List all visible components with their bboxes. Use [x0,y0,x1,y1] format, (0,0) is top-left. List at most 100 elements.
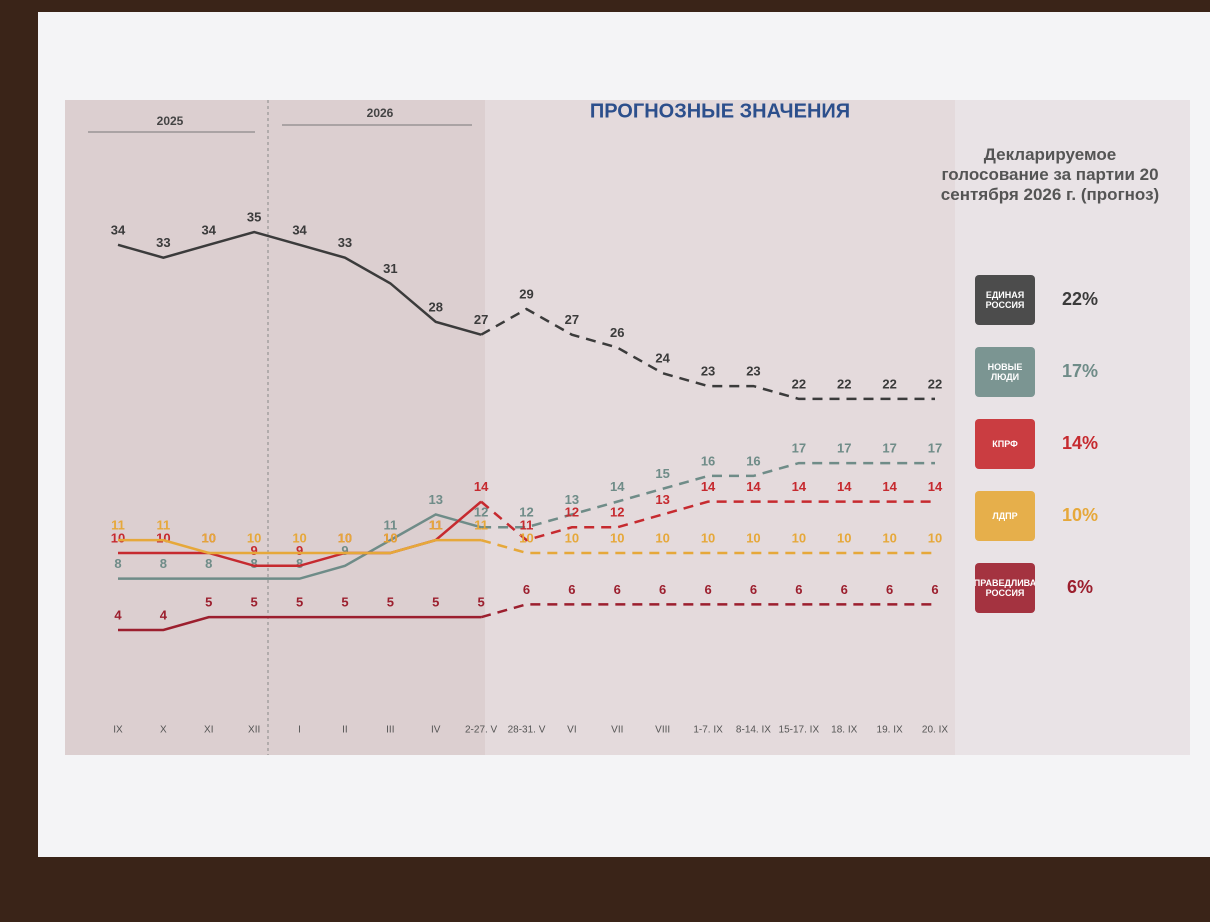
party-name: НОВЫЕ ЛЮДИ [975,362,1035,382]
data-label: 5 [296,595,303,610]
data-label: 11 [157,518,171,533]
x-tick-label: IX [113,725,123,736]
x-tick-label: VII [611,725,623,736]
x-tick-label: 15-17. IX [779,725,820,736]
data-label: 10 [338,530,352,545]
data-label: 9 [251,543,258,558]
data-label: 6 [568,582,575,597]
data-label: 14 [837,479,852,494]
data-label: 10 [655,530,669,545]
data-label: 12 [565,505,579,520]
party-name-box: КПРФ [975,419,1035,469]
x-tick-label: XI [204,725,213,736]
x-tick-label: I [298,725,301,736]
data-label: 6 [704,582,711,597]
data-label: 12 [610,505,624,520]
x-tick-label: 1-7. IX [693,725,723,736]
x-tick-label: III [386,725,394,736]
data-label: 13 [428,492,442,507]
data-label: 22 [882,376,896,391]
data-label: 5 [251,595,258,610]
data-label: 6 [523,582,530,597]
year-label: 2026 [367,106,394,120]
data-label: 14 [701,479,716,494]
x-tick-label: IV [431,725,441,736]
data-label: 9 [341,543,348,558]
data-label: 27 [565,312,579,327]
legend-title-box: Декларируемое голосование за партии 20 с… [940,145,1160,245]
data-label: 34 [111,222,126,237]
party-name: ЛДПР [992,511,1017,521]
page: {"chart_data": { "type": "line", "title"… [0,0,1210,922]
data-label: 4 [160,607,168,622]
x-tick-label: 20. IX [922,725,948,736]
data-label: 8 [251,556,258,571]
data-label: 11 [474,518,488,533]
data-label: 10 [156,530,170,545]
x-tick-label: VI [567,725,576,736]
x-tick-label: 2-27. V [465,725,498,736]
data-label: 10 [792,530,806,545]
x-tick-label: II [342,725,348,736]
party-name-box: ЕДИНАЯ РОССИЯ [975,275,1035,325]
data-label: 6 [795,582,802,597]
data-label: 31 [383,261,397,276]
data-label: 10 [928,530,942,545]
legend-entry: ЛДПР [975,491,1035,541]
data-label: 22 [928,376,942,391]
data-label: 10 [701,530,715,545]
data-label: 8 [296,556,303,571]
chart: 2025 2026 ПРОГНОЗНЫЕ ЗНАЧЕНИЯ Декларируе… [0,0,1210,922]
party-name: ЕДИНАЯ РОССИЯ [975,290,1035,310]
data-label: 6 [841,582,848,597]
chart-title: ПРОГНОЗНЫЕ ЗНАЧЕНИЯ [590,100,850,122]
declared-value: 14% [1062,433,1098,453]
data-label: 26 [610,325,624,340]
party-name: СПРАВЕДЛИВАЯ РОССИЯ [975,578,1035,598]
legend-title: Декларируемое голосование за партии 20 с… [940,145,1160,205]
data-label: 28 [428,299,442,314]
data-label: 17 [837,441,851,456]
data-label: 13 [655,492,669,507]
data-label: 14 [474,479,489,494]
x-tick-label: XII [248,725,260,736]
year-label: 2025 [157,114,184,128]
declared-value: 6% [1067,577,1093,597]
data-label: 11 [429,518,443,533]
x-tick-label: 8-14. IX [736,725,771,736]
data-label: 8 [160,556,167,571]
data-label: 34 [292,222,307,237]
data-label: 6 [659,582,666,597]
declared-value: 17% [1062,361,1098,381]
legend-entry: КПРФ [975,419,1035,469]
x-tick-label: 19. IX [877,725,903,736]
data-label: 14 [792,479,807,494]
data-label: 8 [114,556,121,571]
data-label: 16 [746,453,760,468]
data-label: 27 [474,312,488,327]
data-label: 29 [519,286,533,301]
data-label: 10 [292,530,306,545]
data-label: 5 [387,595,394,610]
x-tick-label: 28-31. V [508,725,546,736]
data-label: 14 [882,479,897,494]
data-label: 6 [931,582,938,597]
data-label: 10 [202,530,216,545]
data-label: 22 [837,376,851,391]
data-label: 16 [701,453,715,468]
legend-entry: ЕДИНАЯ РОССИЯ [975,275,1035,325]
data-label: 10 [247,530,261,545]
x-tick-label: X [160,725,167,736]
party-name-box: ЛДПР [975,491,1035,541]
data-label: 15 [655,466,669,481]
data-label: 14 [746,479,761,494]
data-label: 10 [837,530,851,545]
declared-value: 10% [1062,505,1098,525]
data-label: 10 [519,530,533,545]
declared-value: 22% [1062,289,1098,309]
data-label: 11 [111,518,125,533]
data-label: 35 [247,209,261,224]
legend-entry: НОВЫЕ ЛЮДИ [975,347,1035,397]
data-label: 5 [205,595,212,610]
party-name: КПРФ [992,439,1018,449]
